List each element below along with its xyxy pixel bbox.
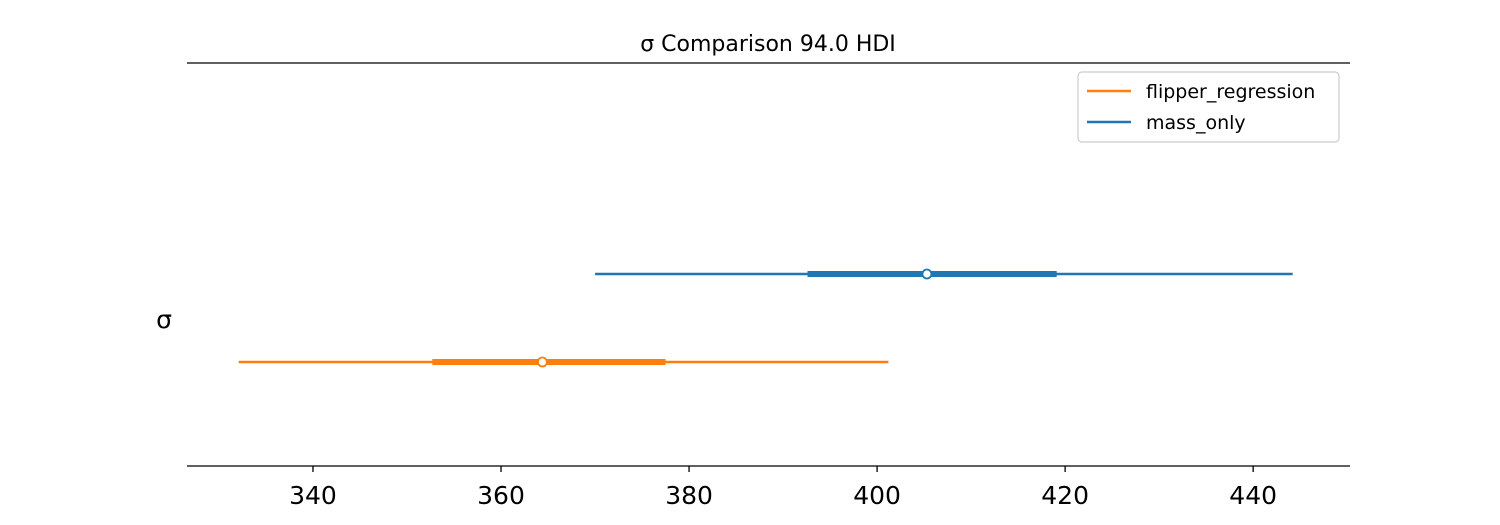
- x-axis-ticks: 340 360 380 400 420 440: [289, 466, 1277, 510]
- legend-frame: [1077, 71, 1340, 143]
- mass_only-point: [921, 268, 933, 280]
- x-tick-label-440: 440: [1229, 481, 1277, 510]
- chart-title: σ Comparison 94.0 HDI: [640, 32, 896, 57]
- x-tick-label-400: 400: [853, 481, 901, 510]
- x-tick-label-420: 420: [1041, 481, 1089, 510]
- y-axis-label: σ: [156, 305, 172, 334]
- flipper_regression-point: [536, 356, 548, 368]
- series-layer: [238, 268, 1293, 368]
- x-tick-label-360: 360: [477, 481, 525, 510]
- legend-label-flipper_regression: flipper_regression: [1146, 81, 1315, 103]
- legend-label-mass_only: mass_only: [1146, 112, 1246, 134]
- x-tick-label-380: 380: [665, 481, 713, 510]
- x-tick-label-340: 340: [289, 481, 337, 510]
- legend: flipper_regression mass_only: [1077, 71, 1340, 143]
